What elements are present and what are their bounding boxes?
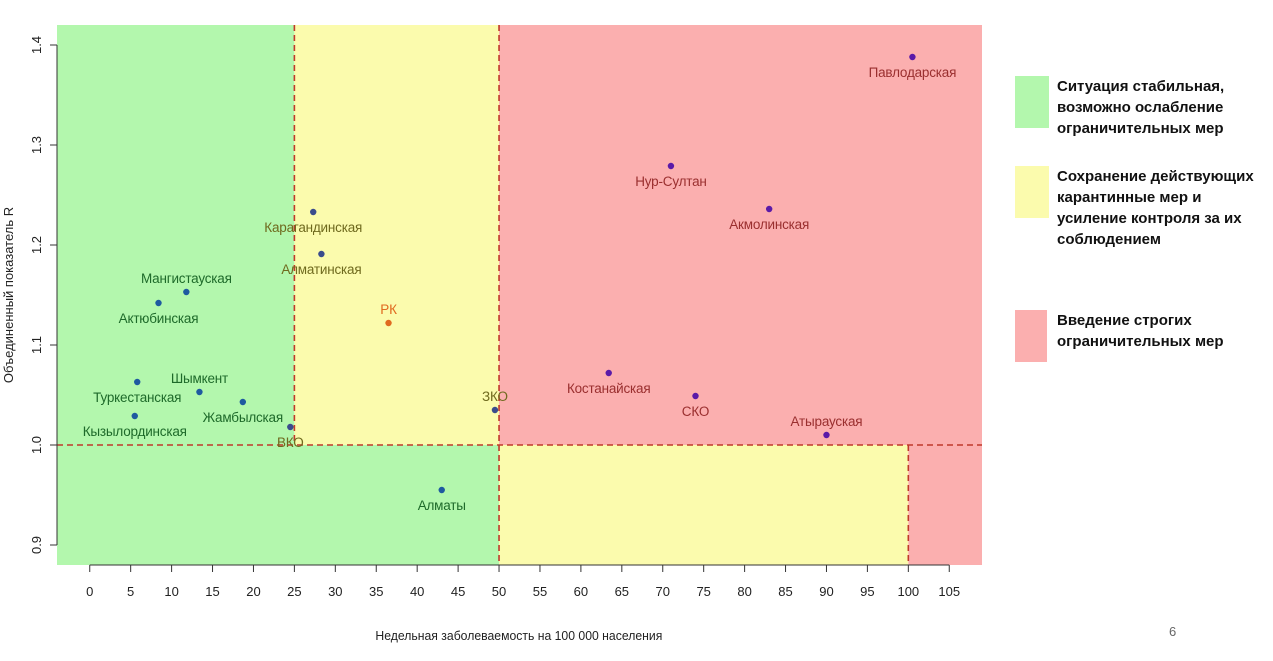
data-point-label: Костанайская [567, 381, 651, 396]
legend-text-strict: Введение строгих ограничительных мер [1057, 312, 1224, 350]
data-point [438, 486, 445, 494]
x-tick-label: 25 [287, 584, 301, 599]
data-point-label: Акмолинская [729, 217, 809, 232]
data-point [239, 398, 247, 406]
data-point-label: Шымкент [171, 371, 228, 386]
zone-3 [57, 445, 500, 565]
legend-text-maintain: Сохранение действующих карантинные мер и… [1057, 168, 1254, 248]
x-tick-label: 70 [656, 584, 670, 599]
x-tick-label: 35 [369, 584, 383, 599]
y-tick-label: 1.2 [29, 236, 44, 254]
data-point [385, 319, 392, 327]
data-point-label: Алматы [418, 498, 466, 513]
data-point-label: Нур-Султан [635, 174, 706, 189]
y-tick-label: 1.0 [29, 436, 44, 454]
x-tick-label: 90 [819, 584, 833, 599]
x-axis-label: Недельная заболеваемость на 100 000 насе… [375, 629, 662, 643]
data-point-label: Алматинская [281, 262, 361, 277]
x-tick-label: 40 [410, 584, 424, 599]
x-tick-label: 60 [574, 584, 588, 599]
x-tick-label: 15 [205, 584, 219, 599]
data-point-label: СКО [682, 404, 709, 419]
data-point [183, 288, 190, 296]
zone-0 [57, 25, 295, 445]
data-point [134, 378, 141, 386]
y-tick-label: 1.1 [29, 336, 44, 354]
x-tick-label: 65 [615, 584, 629, 599]
x-tick-label: 95 [860, 584, 874, 599]
legend-swatch-yellow [1015, 166, 1049, 218]
data-point-label: Актюбинская [119, 311, 199, 326]
legend-swatch-green [1015, 76, 1049, 128]
y-tick-label: 1.4 [29, 36, 44, 54]
x-tick-label: 105 [938, 584, 960, 599]
x-tick-label: 100 [897, 584, 919, 599]
x-tick-label: 75 [696, 584, 710, 599]
data-point [692, 392, 699, 400]
data-point-label: Кызылординская [83, 424, 187, 439]
data-point [823, 431, 830, 439]
x-tick-label: 45 [451, 584, 465, 599]
x-tick-label: 55 [533, 584, 547, 599]
data-point-label: Карагандинская [264, 220, 362, 235]
data-point [310, 208, 317, 216]
data-point [131, 412, 138, 420]
data-point [155, 299, 162, 307]
data-point-label: Павлодарская [869, 65, 957, 80]
page-number: 6 [1169, 624, 1177, 639]
zone-4 [499, 445, 909, 565]
data-point [667, 162, 675, 170]
y-tick-label: 0.9 [29, 536, 44, 554]
data-point-label: ВКО [277, 435, 304, 450]
data-point [318, 250, 325, 258]
x-tick-label: 10 [164, 584, 178, 599]
zone-1 [294, 25, 500, 445]
zone-5 [908, 445, 982, 565]
x-tick-label: 5 [127, 584, 134, 599]
zone-2 [499, 25, 982, 445]
y-tick-label: 1.3 [29, 136, 44, 154]
legend-swatch-red [1015, 310, 1047, 362]
x-tick-label: 80 [737, 584, 751, 599]
data-point [605, 369, 612, 377]
data-point-label: ЗКО [482, 389, 508, 404]
data-point-label: Атырауская [791, 414, 863, 429]
x-tick-label: 0 [86, 584, 93, 599]
data-point [491, 406, 499, 414]
data-point [765, 205, 773, 213]
x-tick-label: 20 [246, 584, 260, 599]
data-point [909, 53, 916, 61]
x-tick-label: 85 [778, 584, 792, 599]
data-point-label: РК [380, 302, 397, 317]
data-point-label: Туркестанская [93, 390, 181, 405]
data-point-label: Мангистауская [141, 271, 232, 286]
data-point [196, 388, 203, 396]
legend-text-stable: Ситуация стабильная, возможно ослабление… [1057, 78, 1225, 137]
data-point [287, 423, 294, 431]
x-tick-label: 50 [492, 584, 506, 599]
x-tick-label: 30 [328, 584, 342, 599]
data-point-label: Жамбылская [203, 410, 283, 425]
y-axis-label: Объединенный показатель R [1, 207, 16, 383]
